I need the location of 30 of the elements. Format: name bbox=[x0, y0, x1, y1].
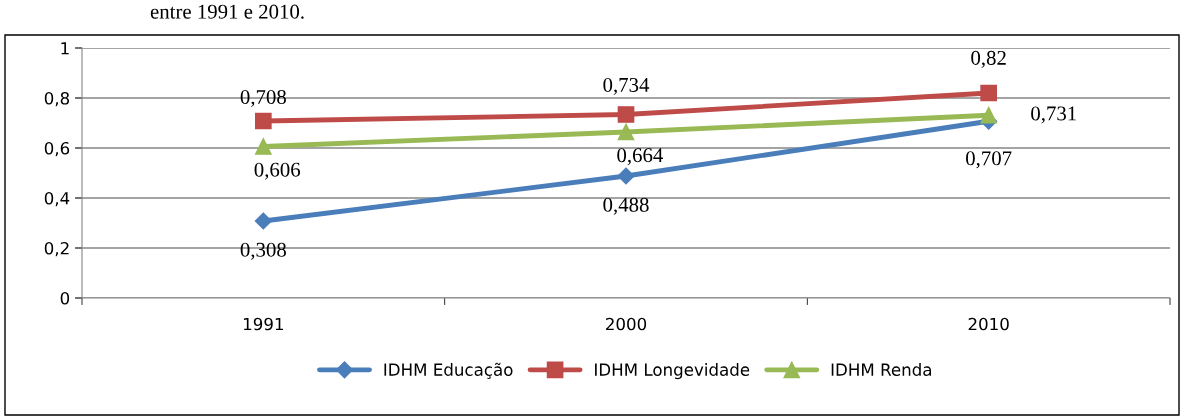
y-tick-label: 0,8 bbox=[44, 91, 70, 107]
point bbox=[254, 138, 272, 155]
x-tick-label: 2000 bbox=[606, 317, 647, 331]
data-label: 0,606 bbox=[254, 162, 301, 180]
legend-label: IDHM Longevidade bbox=[595, 363, 750, 380]
y-tick-label: 0 bbox=[60, 291, 70, 305]
data-label: 0,707 bbox=[966, 151, 1012, 169]
data-label: 0,731 bbox=[1031, 106, 1076, 124]
data-label: 0,308 bbox=[240, 242, 286, 260]
y-tick-label: 0,2 bbox=[44, 241, 69, 257]
data-label: 0,664 bbox=[617, 148, 663, 166]
point bbox=[980, 106, 998, 124]
x-tick-label: 2010 bbox=[968, 317, 1009, 331]
y-tick-label: 0,4 bbox=[44, 191, 70, 207]
point bbox=[980, 84, 998, 102]
point bbox=[617, 123, 635, 141]
data-label: 0,82 bbox=[971, 50, 1006, 68]
data-label: 0,708 bbox=[240, 89, 286, 107]
y-tick-label: 0,6 bbox=[44, 141, 70, 157]
point bbox=[254, 212, 272, 230]
point bbox=[617, 167, 635, 185]
x-tick-label: 1991 bbox=[243, 317, 283, 331]
legend-label: IDHM Educação bbox=[384, 362, 513, 379]
data-label: 0,488 bbox=[603, 197, 649, 215]
text: entre 1991 e 2010. bbox=[150, 4, 304, 19]
point bbox=[254, 112, 272, 130]
data-label: 0,734 bbox=[603, 77, 650, 95]
legend-label: IDHM Renda bbox=[831, 363, 931, 376]
y-tick-label: 1 bbox=[61, 42, 69, 55]
point bbox=[617, 106, 635, 123]
